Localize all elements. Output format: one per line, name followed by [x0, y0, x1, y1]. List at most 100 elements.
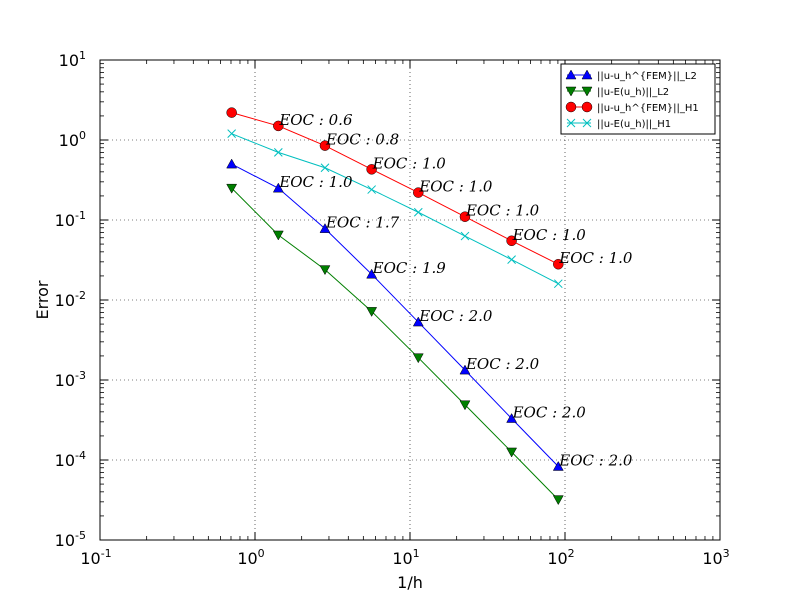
legend-marker — [565, 86, 577, 97]
data-point — [273, 148, 283, 157]
y-tick-base: 10 — [55, 531, 75, 550]
eoc-label: EOC : 1.9 — [372, 259, 447, 277]
y-tick-base: 10 — [59, 131, 79, 150]
y-tick-exponent: 0 — [79, 129, 86, 142]
eoc-annotations: EOC : 1.0 EOC : 1.7 EOC : 1.9 EOC : 2.0 EOC … — [278, 111, 633, 470]
data-point — [506, 413, 518, 423]
data-point — [319, 140, 331, 151]
data-point — [413, 187, 424, 198]
data-point — [507, 255, 516, 264]
marker-stroke — [227, 129, 237, 139]
marker-stroke — [413, 207, 423, 217]
data-point — [459, 364, 471, 375]
legend: ||u-u_h^{FEM}||_L2 ||u-E(u_h)||_L2 ||u-u_h… — [560, 63, 716, 135]
eoc-label: EOC : 2.0 — [418, 307, 493, 325]
data-point — [273, 120, 284, 132]
marker-stroke — [553, 279, 563, 289]
x-axis-label: 1/h — [397, 573, 423, 592]
data-point — [413, 207, 423, 217]
y-tick-exponent: -5 — [75, 529, 86, 542]
eoc-label: EOC : 2.0 — [512, 404, 587, 422]
y-tick-label: 10-3 — [55, 369, 86, 390]
x-tick-label: 10-1 — [80, 547, 111, 568]
y-tick-label: 100 — [59, 129, 86, 150]
eoc-label: EOC : 1.0 — [418, 178, 493, 196]
data-point — [459, 211, 471, 222]
data-point — [367, 185, 377, 194]
x-tick-label: 101 — [392, 547, 419, 568]
x-tick-label: 102 — [547, 547, 574, 568]
x-tick-label: 103 — [702, 547, 729, 568]
data-point — [366, 164, 377, 175]
legend-marker — [565, 69, 577, 80]
x-tick-exponent: 0 — [258, 547, 265, 560]
eoc-label: EOC : 1.0 — [512, 226, 587, 244]
data-point — [226, 183, 238, 194]
x-tick-exponent: 3 — [723, 547, 730, 560]
eoc-label: EOC : 1.0 — [558, 249, 633, 267]
legend-marker — [581, 86, 593, 97]
series-1 — [226, 183, 564, 506]
eoc-label: EOC : 1.7 — [325, 214, 400, 232]
y-tick-base: 10 — [55, 451, 75, 470]
legend-marker — [565, 101, 577, 113]
legend-marker — [582, 118, 592, 128]
legend-label: ||u-u_h^{FEM}||_H1 — [597, 103, 699, 114]
data-point — [552, 495, 564, 506]
series-line — [231, 133, 559, 285]
y-tick-exponent: -2 — [75, 289, 86, 302]
marker-stroke — [566, 118, 576, 128]
y-tick-exponent: 1 — [79, 49, 86, 62]
data-point — [366, 307, 378, 317]
series-line — [231, 187, 559, 500]
data-point — [366, 268, 378, 279]
x-tick-base: 10 — [392, 549, 412, 568]
legend-item: ||u-E(u_h)||_H1 — [566, 118, 671, 130]
axis-ticks: 10-1 100 101 102 10310-510-410-310-210-11001… — [55, 49, 730, 568]
data-point — [553, 258, 564, 270]
eoc-label: EOC : 2.0 — [465, 355, 540, 373]
data-point — [320, 163, 330, 173]
data-point — [412, 353, 424, 364]
x-tick-exponent: 1 — [413, 547, 420, 560]
x-tick-label: 100 — [237, 547, 264, 568]
y-tick-label: 10-1 — [55, 209, 86, 230]
y-tick-base: 10 — [59, 51, 79, 70]
series-line — [231, 112, 559, 265]
data-point — [226, 158, 238, 169]
y-axis-label: Error — [33, 280, 52, 319]
data-point — [553, 279, 563, 289]
marker-stroke — [460, 231, 470, 241]
data-point — [272, 230, 284, 241]
series-line — [231, 163, 559, 467]
data-point — [506, 235, 517, 247]
x-tick-exponent: 2 — [568, 547, 575, 560]
x-tick-base: 10 — [80, 549, 100, 568]
legend-marker — [581, 69, 593, 80]
y-tick-label: 10-2 — [55, 289, 86, 310]
legend-marker — [566, 118, 576, 128]
legend-marker — [581, 101, 593, 113]
eoc-label: EOC : 0.6 — [278, 111, 353, 129]
legend-item: ||u-E(u_h)||_L2 — [565, 86, 669, 98]
eoc-label: EOC : 1.0 — [465, 202, 540, 220]
y-tick-exponent: -4 — [75, 449, 86, 462]
eoc-label: EOC : 0.8 — [325, 131, 399, 149]
y-tick-label: 101 — [59, 49, 86, 70]
x-tick-base: 10 — [547, 549, 567, 568]
legend-label: ||u-u_h^{FEM}||_L2 — [597, 71, 697, 82]
data-point — [459, 400, 471, 411]
y-tick-base: 10 — [55, 211, 75, 230]
series-group — [226, 107, 564, 506]
data-point — [227, 129, 237, 139]
legend-label: ||u-E(u_h)||_L2 — [597, 87, 669, 98]
legend-item: ||u-u_h^{FEM}||_H1 — [565, 101, 699, 114]
y-tick-base: 10 — [55, 371, 75, 390]
data-point — [319, 265, 331, 276]
eoc-label: EOC : 1.0 — [372, 154, 447, 172]
marker-stroke — [367, 185, 377, 194]
eoc-label: EOC : 1.0 — [278, 173, 353, 191]
marker-stroke — [320, 163, 330, 173]
series-2 — [226, 107, 564, 270]
legend-label: ||u-E(u_h)||_H1 — [597, 119, 671, 130]
